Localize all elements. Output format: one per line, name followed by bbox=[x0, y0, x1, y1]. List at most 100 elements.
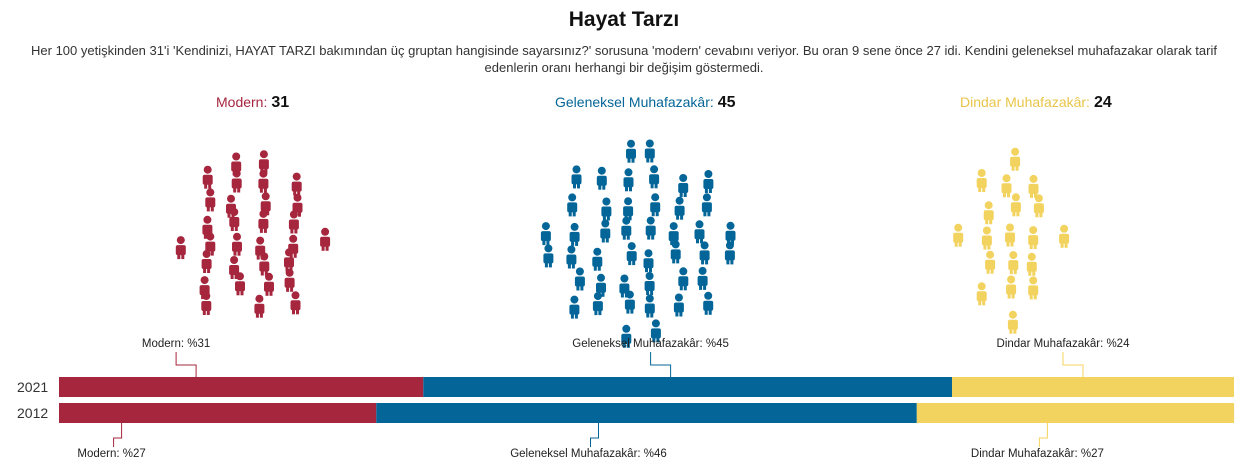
person-icon bbox=[601, 197, 612, 221]
person-icon bbox=[1059, 224, 1070, 248]
person-icon bbox=[724, 241, 735, 265]
person-icon bbox=[725, 221, 736, 245]
leader-line bbox=[590, 423, 599, 447]
person-icon bbox=[699, 241, 710, 265]
person-icon bbox=[290, 291, 301, 315]
person-icon bbox=[566, 245, 577, 269]
person-icon bbox=[235, 272, 245, 296]
person-icon bbox=[258, 169, 269, 193]
bar-label-2012-0: Modern: %27 bbox=[77, 448, 145, 460]
person-icon bbox=[624, 290, 635, 314]
person-icon bbox=[678, 267, 689, 291]
group-label-modern: Modern: bbox=[216, 94, 268, 110]
chart-title: Hayat Tarzı bbox=[568, 8, 680, 31]
person-icon bbox=[201, 292, 212, 315]
bar-2012-0 bbox=[59, 403, 377, 423]
person-icon bbox=[254, 294, 265, 318]
person-icon bbox=[976, 282, 987, 306]
person-icon bbox=[644, 139, 655, 163]
person-icon bbox=[596, 166, 607, 190]
person-icon bbox=[569, 222, 580, 246]
person-icon bbox=[201, 250, 212, 273]
person-icon bbox=[1033, 194, 1044, 218]
person-icon bbox=[229, 208, 240, 231]
person-icon bbox=[703, 170, 714, 193]
people-cluster-1 bbox=[540, 139, 736, 348]
people-cluster-2 bbox=[953, 147, 1070, 334]
person-icon bbox=[264, 272, 274, 296]
group-label-geleneksel: Geleneksel Muhafazakâr: bbox=[555, 94, 714, 110]
person-icon bbox=[543, 244, 554, 268]
person-icon bbox=[592, 292, 603, 316]
group-count-geleneksel: 45 bbox=[717, 94, 736, 111]
person-icon bbox=[1007, 310, 1018, 334]
bar-label-2021-1: Geleneksel Muhafazakâr: %45 bbox=[572, 338, 729, 350]
person-icon bbox=[644, 294, 655, 318]
person-icon bbox=[650, 193, 661, 217]
person-icon bbox=[202, 165, 213, 189]
person-icon bbox=[1028, 174, 1039, 198]
person-icon bbox=[1006, 275, 1017, 299]
person-icon bbox=[569, 295, 580, 319]
person-icon bbox=[697, 266, 708, 290]
person-icon bbox=[674, 196, 685, 220]
person-icon bbox=[649, 165, 660, 189]
person-icon bbox=[1028, 226, 1039, 250]
person-icon bbox=[1005, 223, 1015, 247]
person-icon bbox=[202, 215, 213, 239]
person-icon bbox=[258, 150, 269, 174]
person-icon bbox=[291, 172, 302, 196]
person-icon bbox=[284, 268, 295, 292]
leader-line bbox=[650, 352, 672, 377]
leader-line bbox=[113, 423, 123, 447]
person-icon bbox=[571, 165, 582, 189]
person-icon bbox=[320, 227, 331, 251]
person-icon bbox=[976, 169, 987, 192]
person-icon bbox=[567, 193, 578, 217]
person-icon bbox=[574, 267, 585, 291]
person-icon bbox=[259, 252, 270, 276]
person-icon bbox=[626, 139, 636, 163]
person-icon bbox=[678, 174, 689, 197]
people-icon-clusters bbox=[175, 139, 1070, 348]
person-icon bbox=[284, 248, 294, 272]
bar-2012-2 bbox=[916, 403, 1235, 423]
stacked-bars: 2021 2012 bbox=[17, 377, 1235, 423]
bar-2012-1 bbox=[376, 403, 917, 423]
bar-annotations: Modern: %31 Geleneksel Muhafazakâr: %45 Di… bbox=[77, 338, 1130, 460]
person-icon bbox=[643, 249, 654, 273]
person-icon bbox=[694, 220, 705, 244]
person-icon bbox=[540, 222, 551, 246]
group-header-dindar: Dindar Muhafazakâr: 24 bbox=[960, 94, 1112, 112]
leader-line bbox=[1038, 423, 1048, 447]
person-icon bbox=[258, 209, 269, 233]
bar-label-2012-2: Dindar Muhafazakâr: %27 bbox=[971, 448, 1104, 460]
person-icon bbox=[985, 250, 996, 274]
bar-2021-1 bbox=[423, 377, 953, 397]
chart-subtitle: Her 100 yetişkinden 31'i 'Kendinizi, HAY… bbox=[31, 43, 1217, 75]
person-icon bbox=[623, 197, 634, 221]
person-icon bbox=[626, 242, 637, 266]
person-icon bbox=[981, 226, 992, 250]
person-icon bbox=[701, 193, 712, 217]
bar-label-2012-1: Geleneksel Muhafazakâr: %46 bbox=[510, 448, 667, 460]
person-icon bbox=[231, 169, 242, 193]
person-icon bbox=[983, 201, 994, 225]
group-count-dindar: 24 bbox=[1093, 94, 1112, 111]
person-icon bbox=[1008, 251, 1019, 275]
person-icon bbox=[650, 319, 661, 343]
person-icon bbox=[703, 291, 714, 315]
bar-label-2021-2: Dindar Muhafazakâr: %24 bbox=[997, 338, 1131, 350]
person-icon bbox=[592, 247, 603, 271]
bar-2021-0 bbox=[59, 377, 424, 397]
person-icon bbox=[1010, 147, 1021, 171]
person-icon bbox=[175, 236, 186, 260]
year-label-2021: 2021 bbox=[17, 379, 48, 395]
bar-label-2021-0: Modern: %31 bbox=[142, 338, 210, 350]
leader-line bbox=[1062, 352, 1084, 377]
person-icon bbox=[1010, 193, 1021, 217]
person-icon bbox=[673, 293, 684, 317]
person-icon bbox=[205, 188, 216, 212]
year-label-2012: 2012 bbox=[17, 405, 48, 421]
